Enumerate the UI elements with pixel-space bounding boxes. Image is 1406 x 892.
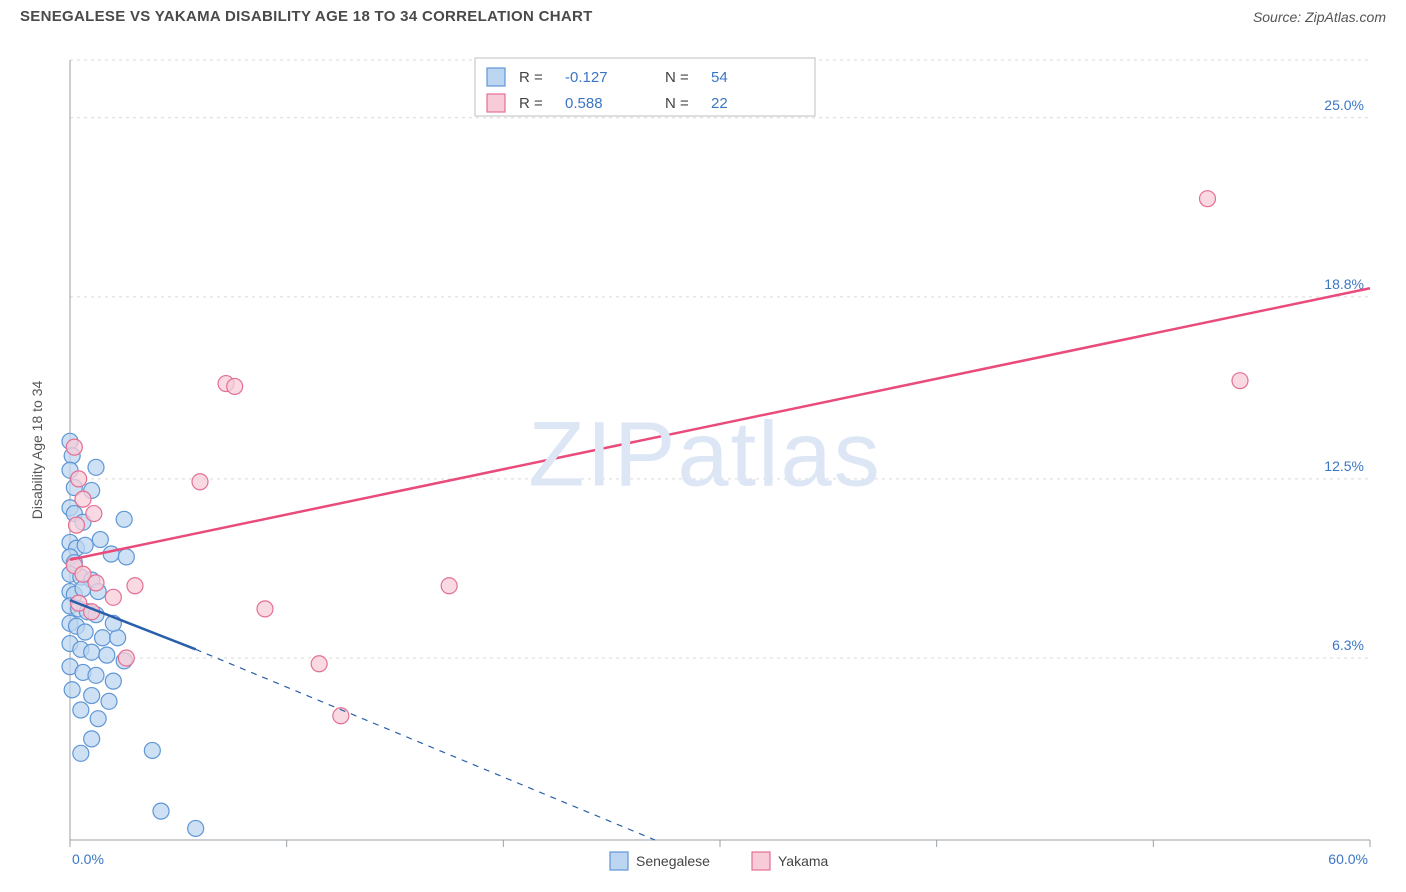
svg-text:0.0%: 0.0% [72,851,104,867]
chart-title: SENEGALESE VS YAKAMA DISABILITY AGE 18 T… [20,8,593,25]
svg-text:-0.127: -0.127 [565,69,608,86]
svg-text:0.588: 0.588 [565,95,603,112]
svg-text:R =: R = [519,95,543,112]
svg-text:12.5%: 12.5% [1324,458,1364,474]
svg-text:22: 22 [711,95,728,112]
scatter-chart: 6.3%12.5%18.8%25.0%0.0%60.0%Disability A… [20,40,1390,880]
svg-text:Disability Age 18 to 34: Disability Age 18 to 34 [29,381,45,520]
svg-text:25.0%: 25.0% [1324,97,1364,113]
chart-source: Source: ZipAtlas.com [1253,9,1386,25]
svg-text:6.3%: 6.3% [1332,637,1364,653]
svg-text:60.0%: 60.0% [1328,851,1368,867]
svg-text:R =: R = [519,69,543,86]
svg-text:N =: N = [665,69,689,86]
svg-text:Senegalese: Senegalese [636,853,710,869]
chart-container: ZIPatlas 6.3%12.5%18.8%25.0%0.0%60.0%Dis… [20,40,1390,880]
svg-text:54: 54 [711,69,728,86]
svg-text:Yakama: Yakama [778,853,829,869]
svg-text:N =: N = [665,95,689,112]
